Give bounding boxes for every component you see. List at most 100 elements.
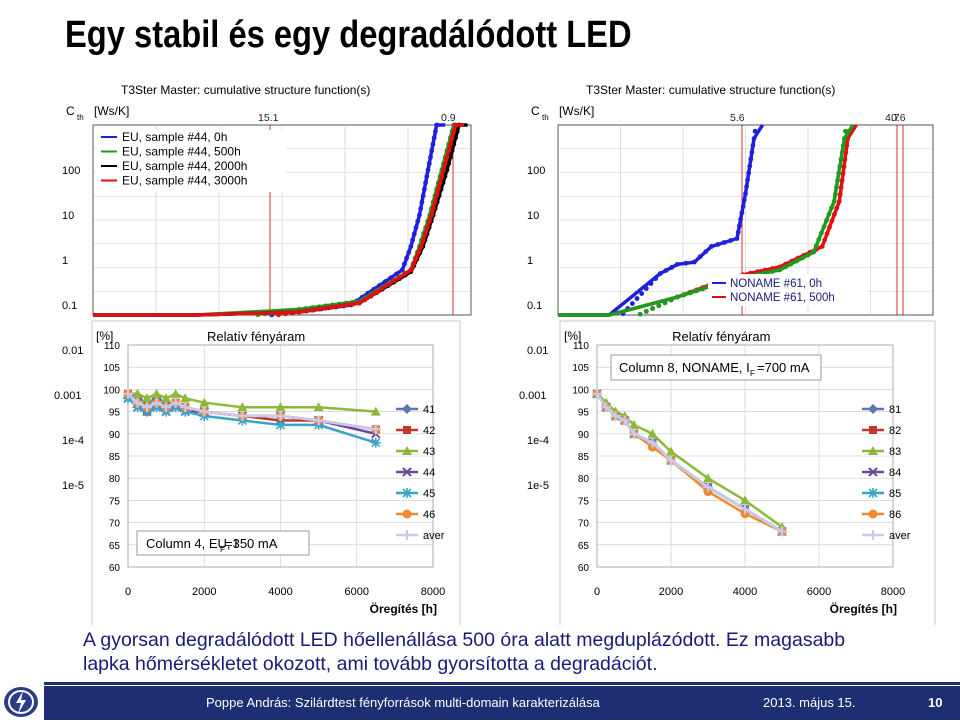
legend-item: 84 xyxy=(862,467,901,479)
structure-series-marker xyxy=(449,148,455,154)
structure-series-marker xyxy=(402,261,407,267)
structure-series-marker xyxy=(844,143,850,148)
footer-divider xyxy=(44,682,960,685)
structure-series-marker xyxy=(752,128,758,134)
x-tick-label: 2000 xyxy=(659,586,683,598)
data-point xyxy=(161,393,172,403)
data-point xyxy=(151,397,162,408)
legend-item: 81 xyxy=(862,404,901,416)
structure-series-marker xyxy=(840,171,846,176)
annotation-text-value: =350 mA xyxy=(225,536,278,551)
structure-series-marker xyxy=(741,197,747,203)
y-tick-label: 65 xyxy=(578,541,590,552)
series-group xyxy=(592,388,787,537)
y-tick-label: 0.01 xyxy=(527,345,548,357)
flux-chart-title: Relatív fényáram xyxy=(207,329,305,344)
structure-series-marker xyxy=(629,301,635,306)
x-tick-label: 2000 xyxy=(192,586,216,598)
structure-series-marker xyxy=(430,206,436,211)
data-point xyxy=(868,530,878,540)
structure-series-marker xyxy=(746,170,752,176)
structure-series-marker xyxy=(637,311,643,317)
structure-series-marker xyxy=(691,259,697,265)
y-axis-label-sub: th xyxy=(542,113,549,122)
structure-series-marker xyxy=(429,212,434,218)
data-point xyxy=(402,467,412,477)
legend-label: NONAME #61, 500h xyxy=(730,292,835,304)
y-tick-label: 85 xyxy=(109,452,121,463)
structure-series-marker xyxy=(837,164,843,169)
footer-bar xyxy=(44,686,960,720)
annotation-subscript: F xyxy=(750,369,755,378)
data-point xyxy=(868,446,878,455)
legend-item: 86 xyxy=(862,509,901,521)
y-tick-label: 0.01 xyxy=(62,345,83,357)
structure-series-marker xyxy=(441,167,446,173)
flux-chart-title: Relatív fényáram xyxy=(672,329,770,344)
structure-series-marker xyxy=(434,122,440,128)
y-tick-label: 100 xyxy=(572,385,589,396)
structure-series-marker xyxy=(822,237,828,243)
structure-series-marker xyxy=(657,271,663,276)
structure-series-marker xyxy=(408,267,414,273)
structure-series-marker xyxy=(446,148,452,154)
data-point xyxy=(132,388,143,398)
y-tick-label: 0.1 xyxy=(527,300,542,312)
legend-label: EU, sample #44, 3000h xyxy=(122,174,247,188)
structure-series-marker xyxy=(406,249,412,255)
series-group xyxy=(123,388,381,416)
legend-item: 83 xyxy=(862,446,901,458)
legend-label: NONAME #61, 0h xyxy=(730,278,822,290)
y-tick-label: 95 xyxy=(109,408,121,419)
y-tick-label: 70 xyxy=(109,519,121,530)
structure-series-marker xyxy=(303,308,309,314)
y-axis-label-unit: [Ws/K] xyxy=(559,104,594,118)
structure-series-marker xyxy=(836,171,842,176)
annotation-subscript: F xyxy=(220,545,225,554)
data-point xyxy=(370,424,381,435)
data-point xyxy=(402,530,412,540)
structure-series-marker xyxy=(417,212,422,218)
legend-item: 46 xyxy=(396,509,435,521)
data-point xyxy=(740,504,750,515)
y-tick-label: 100 xyxy=(62,165,80,177)
slide-title: Egy stabil és egy degradálódott LED xyxy=(65,14,632,56)
data-point xyxy=(170,388,181,398)
structure-series-marker xyxy=(721,240,727,245)
legend-label: 86 xyxy=(889,509,901,521)
data-point xyxy=(402,446,412,455)
structure-series-marker xyxy=(837,192,843,197)
data-point xyxy=(403,426,411,434)
structure-series-marker xyxy=(276,312,281,317)
structure-series-marker xyxy=(739,210,745,216)
data-point xyxy=(199,406,210,417)
y-tick-label: 10 xyxy=(62,210,74,222)
structure-series-marker xyxy=(734,236,740,241)
y-tick-label: 80 xyxy=(109,474,121,485)
legend-item: 42 xyxy=(396,425,435,437)
y-tick-label: 1 xyxy=(527,255,533,267)
data-point xyxy=(313,415,324,426)
structure-series-marker xyxy=(437,180,443,186)
data-point xyxy=(199,397,210,407)
structure-series-marker xyxy=(453,122,458,128)
structure-series-marker xyxy=(343,302,349,308)
x-axis-label: Öregítés [h] xyxy=(830,601,897,616)
structure-series-marker xyxy=(735,229,741,235)
y-tick-label: 1e-5 xyxy=(527,480,549,492)
legend-item: 85 xyxy=(862,488,901,500)
structure-series-marker xyxy=(821,224,827,230)
y-tick-label: 110 xyxy=(104,341,120,352)
legend-box xyxy=(96,130,286,192)
data-point xyxy=(237,402,248,412)
structure-series-marker xyxy=(769,269,775,274)
structure-series-marker xyxy=(379,286,385,291)
legend-item: 82 xyxy=(862,425,901,437)
flux-plot-area xyxy=(127,344,434,568)
structure-series-marker xyxy=(423,180,428,186)
structure-series-marker xyxy=(432,199,438,205)
x-tick-label: 4000 xyxy=(268,586,292,598)
structure-series-marker xyxy=(838,157,844,162)
x-tick-label: 4000 xyxy=(733,586,757,598)
annotation-text: Column 4, EU, I xyxy=(146,536,238,551)
